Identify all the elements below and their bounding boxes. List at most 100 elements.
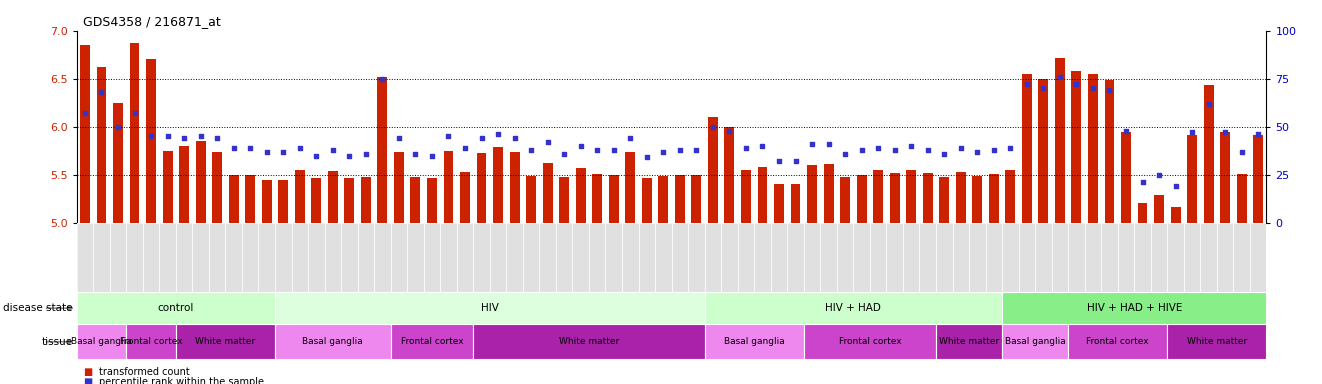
Text: Basal ganglia: Basal ganglia	[1005, 337, 1066, 346]
FancyBboxPatch shape	[654, 223, 672, 292]
FancyBboxPatch shape	[1249, 223, 1266, 292]
Bar	[1204, 86, 1214, 223]
Text: Basal ganglia: Basal ganglia	[724, 337, 784, 346]
Bar	[312, 177, 321, 223]
Point	[504, 135, 525, 141]
FancyBboxPatch shape	[1068, 223, 1084, 292]
Point	[521, 147, 542, 153]
FancyBboxPatch shape	[870, 223, 886, 292]
FancyBboxPatch shape	[193, 223, 209, 292]
FancyBboxPatch shape	[985, 223, 1002, 292]
Point	[851, 147, 873, 153]
Point	[1149, 172, 1170, 178]
FancyBboxPatch shape	[1167, 223, 1185, 292]
Bar	[477, 152, 486, 223]
Bar	[874, 170, 883, 223]
Bar	[724, 127, 735, 223]
FancyBboxPatch shape	[176, 324, 275, 359]
FancyBboxPatch shape	[588, 223, 605, 292]
Bar	[609, 175, 619, 223]
Bar	[791, 184, 801, 223]
Bar	[246, 175, 255, 223]
Bar	[808, 165, 817, 223]
Point	[91, 89, 112, 95]
Bar	[775, 184, 784, 223]
FancyBboxPatch shape	[621, 223, 639, 292]
FancyBboxPatch shape	[489, 223, 506, 292]
FancyBboxPatch shape	[572, 223, 588, 292]
Text: disease state: disease state	[3, 303, 73, 313]
Text: HIV + HAD: HIV + HAD	[825, 303, 882, 313]
Point	[900, 143, 921, 149]
FancyBboxPatch shape	[903, 223, 919, 292]
Bar	[1154, 195, 1165, 223]
Point	[1182, 129, 1203, 136]
Bar	[460, 172, 471, 223]
Text: HIV + HAD + HIVE: HIV + HAD + HIVE	[1087, 303, 1182, 313]
FancyBboxPatch shape	[1167, 324, 1266, 359]
Point	[818, 141, 839, 147]
FancyBboxPatch shape	[275, 223, 291, 292]
Bar	[1088, 74, 1099, 223]
Point	[554, 151, 575, 157]
FancyBboxPatch shape	[1035, 223, 1051, 292]
FancyBboxPatch shape	[159, 223, 176, 292]
Point	[620, 135, 641, 141]
Bar	[676, 175, 685, 223]
Point	[653, 149, 674, 155]
Point	[999, 145, 1021, 151]
Point	[389, 135, 410, 141]
FancyBboxPatch shape	[722, 223, 738, 292]
FancyBboxPatch shape	[473, 223, 489, 292]
Bar	[857, 175, 867, 223]
Point	[917, 147, 939, 153]
Bar	[180, 146, 189, 223]
FancyBboxPatch shape	[705, 324, 804, 359]
Bar	[1171, 207, 1181, 223]
Point	[951, 145, 972, 151]
Point	[323, 147, 344, 153]
Text: transformed count: transformed count	[99, 367, 190, 377]
Bar	[658, 175, 669, 223]
Bar	[196, 141, 206, 223]
FancyBboxPatch shape	[176, 223, 193, 292]
FancyBboxPatch shape	[1233, 223, 1249, 292]
FancyBboxPatch shape	[341, 223, 357, 292]
Bar	[279, 179, 288, 223]
Bar	[427, 177, 438, 223]
FancyBboxPatch shape	[209, 223, 225, 292]
Point	[455, 145, 476, 151]
Bar	[625, 152, 636, 223]
Point	[371, 76, 393, 82]
FancyBboxPatch shape	[308, 223, 325, 292]
Text: White matter: White matter	[1187, 337, 1247, 346]
FancyBboxPatch shape	[1068, 324, 1167, 359]
Point	[1032, 85, 1054, 91]
Point	[867, 145, 888, 151]
Bar	[642, 177, 652, 223]
FancyBboxPatch shape	[1002, 324, 1068, 359]
FancyBboxPatch shape	[357, 223, 374, 292]
Point	[438, 133, 459, 139]
Text: White matter: White matter	[939, 337, 999, 346]
FancyBboxPatch shape	[555, 223, 572, 292]
FancyBboxPatch shape	[771, 223, 787, 292]
Bar	[1006, 170, 1015, 223]
FancyBboxPatch shape	[473, 324, 705, 359]
Text: Frontal cortex: Frontal cortex	[401, 337, 463, 346]
Point	[272, 149, 293, 155]
FancyBboxPatch shape	[539, 223, 555, 292]
Point	[1066, 81, 1087, 88]
FancyBboxPatch shape	[837, 223, 854, 292]
Point	[140, 133, 161, 139]
FancyBboxPatch shape	[886, 223, 903, 292]
FancyBboxPatch shape	[672, 223, 687, 292]
Point	[884, 147, 906, 153]
Bar	[328, 171, 338, 223]
Point	[471, 135, 492, 141]
FancyBboxPatch shape	[242, 223, 259, 292]
Bar	[510, 152, 520, 223]
Text: tissue: tissue	[41, 337, 73, 347]
Bar	[543, 163, 553, 223]
Point	[587, 147, 608, 153]
